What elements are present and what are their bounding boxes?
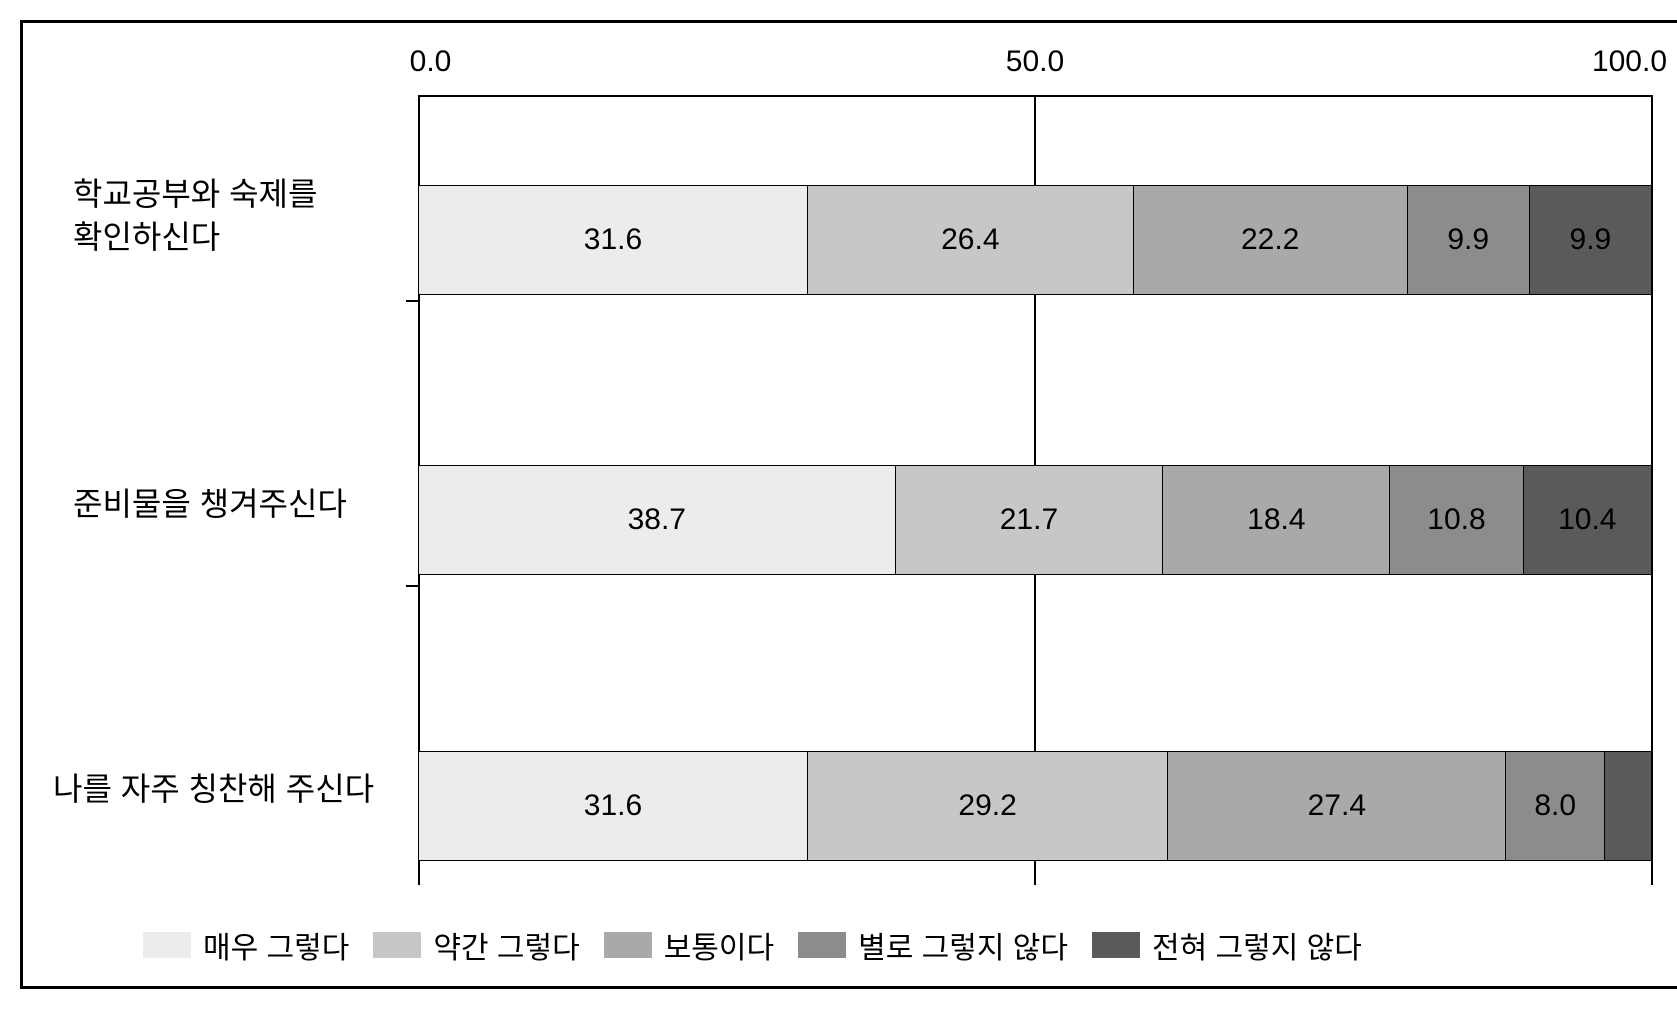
legend-label-2: 보통이다 [664, 923, 774, 967]
ytick-1 [406, 300, 420, 302]
bar-seg-2-4 [1605, 751, 1652, 861]
bar-seg-0-0: 31.6 [418, 185, 808, 295]
legend-item-0: 매우 그렇다 [143, 923, 349, 967]
category-label-1: 준비물을 챙겨주신다 [73, 483, 347, 526]
bar-seg-0-1: 26.4 [808, 185, 1134, 295]
legend-swatch-3 [798, 932, 846, 958]
legend-label-1: 약간 그렇다 [433, 923, 579, 967]
category-label-2: 나를 자주 칭찬해 주신다 [53, 768, 374, 811]
bar-seg-1-1: 21.7 [896, 465, 1164, 575]
bar-row-1: 38.721.718.410.810.4 [418, 465, 1652, 575]
legend-swatch-4 [1092, 932, 1140, 958]
xaxis-tick-100: 100.0 [1592, 45, 1667, 79]
bar-seg-1-0: 38.7 [418, 465, 896, 575]
legend-swatch-2 [604, 932, 652, 958]
category-label-0: 학교공부와 숙제를 확인하신다 [73, 173, 317, 259]
legend-swatch-0 [143, 932, 191, 958]
legend-item-4: 전혀 그렇지 않다 [1092, 923, 1362, 967]
bar-seg-0-3: 9.9 [1408, 185, 1530, 295]
legend-label-0: 매우 그렇다 [203, 923, 349, 967]
legend-item-2: 보통이다 [604, 923, 774, 967]
chart-frame: 0.0 50.0 100.0 학교공부와 숙제를 확인하신다 준비물을 챙겨주신… [20, 20, 1677, 989]
bar-seg-2-0: 31.6 [418, 751, 808, 861]
legend-item-3: 별로 그렇지 않다 [798, 923, 1068, 967]
legend-label-3: 별로 그렇지 않다 [858, 923, 1068, 967]
legend-item-1: 약간 그렇다 [373, 923, 579, 967]
bar-row-2: 31.629.227.48.0 [418, 751, 1652, 861]
bar-seg-2-2: 27.4 [1168, 751, 1506, 861]
xaxis-tick-50: 50.0 [1006, 45, 1064, 79]
legend-swatch-1 [373, 932, 421, 958]
bar-seg-0-4: 9.9 [1530, 185, 1652, 295]
legend-label-4: 전혀 그렇지 않다 [1152, 923, 1362, 967]
bar-seg-1-2: 18.4 [1163, 465, 1390, 575]
bar-row-0: 31.626.422.29.99.9 [418, 185, 1652, 295]
bar-seg-1-3: 10.8 [1390, 465, 1523, 575]
legend: 매우 그렇다 약간 그렇다 보통이다 별로 그렇지 않다 전혀 그렇지 않다 [143, 923, 1362, 967]
bar-seg-2-3: 8.0 [1506, 751, 1605, 861]
xaxis-tick-0: 0.0 [410, 45, 452, 79]
bar-seg-0-2: 22.2 [1134, 185, 1408, 295]
bar-seg-2-1: 29.2 [808, 751, 1168, 861]
ytick-2 [406, 585, 420, 587]
bar-seg-1-4: 10.4 [1524, 465, 1652, 575]
